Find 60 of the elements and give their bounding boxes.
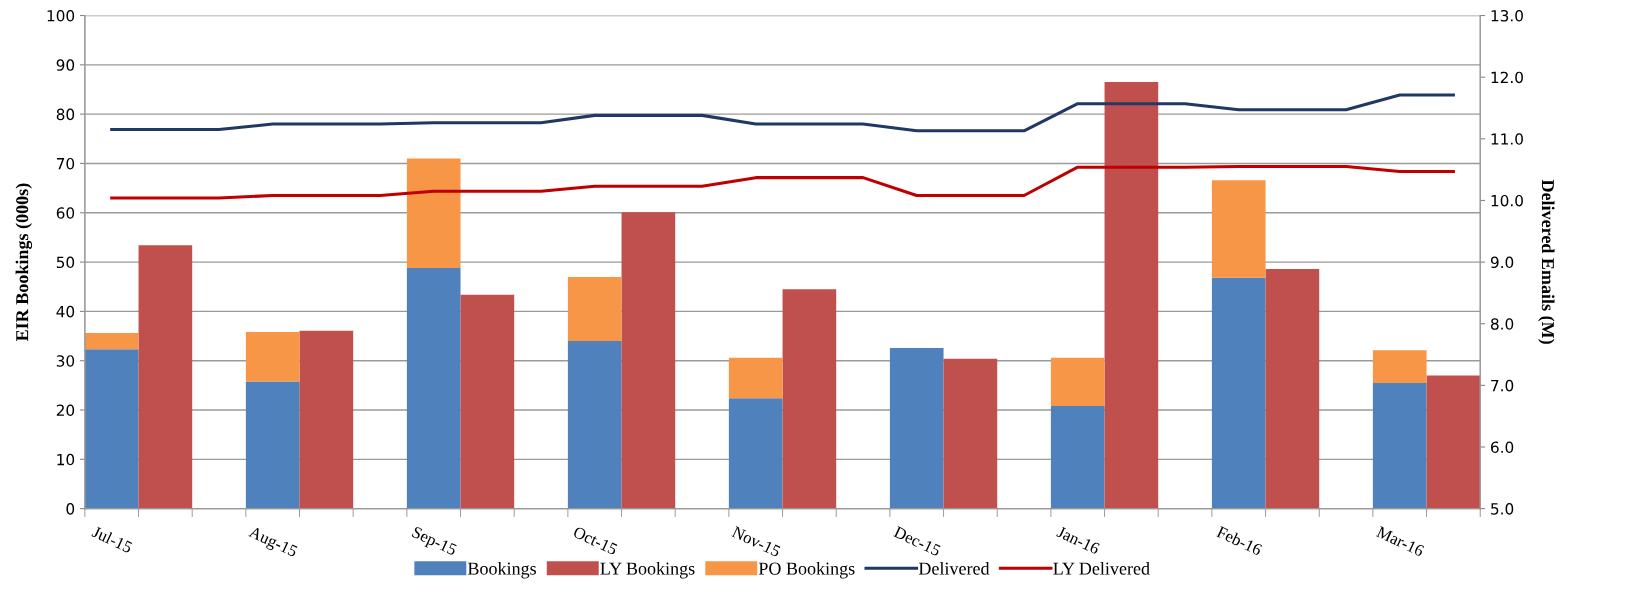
legend-label: Bookings [467, 561, 536, 579]
bar [138, 245, 193, 509]
y-tick-label: 40 [56, 305, 75, 318]
bar [84, 333, 139, 350]
legend-label: LY Delivered [1053, 561, 1150, 575]
y2-tick-label: 9.0 [1490, 256, 1514, 269]
legend-label: PO Bookings [758, 561, 855, 579]
bar [1265, 268, 1320, 509]
y2-tick-label: 13.0 [1491, 9, 1523, 22]
bar [460, 294, 515, 509]
y-tick-label: 0 [66, 503, 75, 515]
y-tick-label: 30 [56, 355, 75, 367]
y-axis-title: EIR Bookings (000s) [15, 183, 33, 342]
bar [621, 212, 676, 509]
bar [1050, 357, 1105, 407]
bar [728, 398, 783, 509]
y-tick-label: 70 [56, 157, 75, 170]
bar [245, 381, 300, 509]
bar [1372, 382, 1427, 509]
y-tick-label: 20 [56, 404, 75, 417]
y-tick-label: 50 [56, 256, 75, 269]
y2-tick-label: 11.0 [1491, 133, 1523, 145]
y2-tick-label: 12.0 [1491, 71, 1523, 84]
y2-tick-label: 7.0 [1491, 379, 1514, 392]
x-tick-label: Oct-15 [572, 526, 619, 556]
x-tick-label: Jan-16 [1056, 525, 1101, 555]
y2-tick-label: 8.0 [1490, 318, 1514, 330]
bar [245, 332, 300, 382]
y2-tick-label: 5.0 [1491, 503, 1514, 515]
bar [889, 347, 944, 509]
bar [728, 357, 783, 399]
bar [1426, 375, 1481, 509]
bar [406, 158, 461, 268]
x-tick-label: Aug-15 [246, 525, 299, 561]
y2-axis-title: Delivered Emails (M) [1538, 179, 1555, 344]
bar [567, 276, 622, 341]
bar [567, 340, 622, 509]
y-tick-label: 100 [47, 9, 75, 22]
bar [1211, 277, 1266, 509]
legend-label: LY Bookings [600, 561, 695, 579]
y-tick-label: 90 [56, 59, 75, 71]
y2-tick-label: 6.0 [1491, 441, 1514, 454]
bar [1050, 406, 1105, 509]
line-series [110, 165, 1455, 200]
bar [406, 268, 461, 509]
bar [299, 330, 354, 509]
bar [782, 289, 837, 509]
bar [1104, 82, 1159, 509]
bar [943, 358, 998, 509]
bar [1372, 350, 1427, 383]
line-series [110, 93, 1455, 133]
x-tick-label: Jul-15 [91, 525, 134, 554]
bar [84, 349, 139, 509]
bar [1211, 180, 1266, 278]
y-tick-label: 80 [56, 108, 75, 121]
y2-tick-label: 10.0 [1491, 194, 1523, 207]
y-tick-label: 60 [56, 207, 75, 219]
x-tick-label: Sep-15 [410, 526, 458, 559]
y-tick-label: 10 [57, 453, 75, 466]
legend-label: Delivered [918, 561, 990, 575]
